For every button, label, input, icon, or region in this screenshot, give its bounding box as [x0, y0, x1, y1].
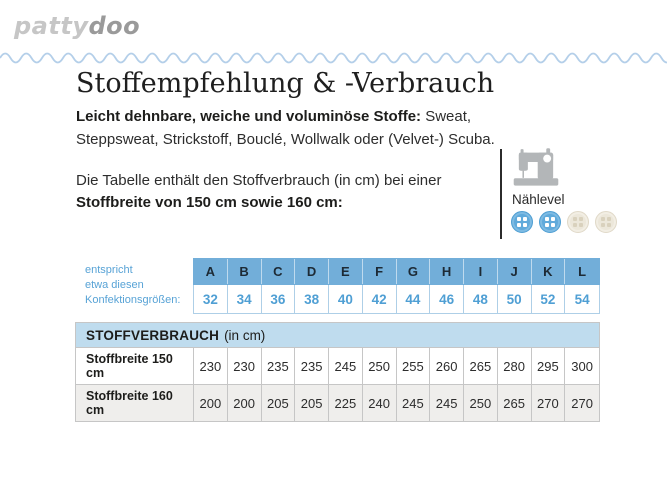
size-caption-line1: entspricht: [85, 264, 133, 276]
table-note-line2: Stoffbreite von 150 cm sowie 160 cm:: [76, 193, 343, 211]
consumption-value-cell: 255: [397, 348, 431, 384]
logo-part-dark: doo: [88, 12, 141, 40]
size-value-cell: 32: [194, 285, 228, 313]
size-letter-cell: F: [363, 259, 397, 284]
consumption-table: STOFFVERBRAUCH (in cm) Stoffbreite 150 c…: [75, 322, 600, 422]
naehlevel-buttons: [511, 211, 617, 233]
page-title: Stoffempfehlung & -Verbrauch: [76, 68, 495, 99]
size-letter-cell: E: [329, 259, 363, 284]
consumption-value-cell: 295: [532, 348, 566, 384]
consumption-value-cell: 265: [498, 385, 532, 421]
consumption-row-label: Stoffbreite 160 cm: [76, 385, 194, 421]
size-caption-line3: Konfektionsgrößen:: [85, 294, 181, 306]
consumption-value-cell: 245: [329, 348, 363, 384]
consumption-value-cell: 205: [262, 385, 296, 421]
size-value-row: 32 34 36 38 40 42 44 46 48 50 52 54: [193, 285, 600, 314]
table-note-line1: Die Tabelle enthält den Stoffverbrauch (…: [76, 172, 442, 189]
consumption-value-cell: 205: [295, 385, 329, 421]
logo-part-light: patty: [14, 12, 89, 40]
size-value-cell: 50: [498, 285, 532, 313]
size-letter-cell: B: [228, 259, 262, 284]
size-value-cell: 44: [397, 285, 431, 313]
consumption-value-cell: 260: [430, 348, 464, 384]
size-value-cell: 54: [574, 291, 590, 307]
consumption-value-cell: 270: [532, 385, 566, 421]
wave-divider: [0, 52, 667, 64]
level-button-inactive: [595, 211, 617, 233]
consumption-row: Stoffbreite 160 cm 200 200 205 205 225 240 245 2…: [76, 384, 599, 421]
size-letter-cell: I: [464, 259, 498, 284]
size-value-cell: 36: [262, 285, 296, 313]
size-letter-cell: H: [430, 259, 464, 284]
consumption-value-cell: 200: [228, 385, 262, 421]
size-value-cell: 48: [464, 285, 498, 313]
consumption-row-label: Stoffbreite 150 cm: [76, 348, 194, 384]
consumption-value-cell: 250: [464, 385, 498, 421]
size-letter-cell: L: [578, 264, 587, 279]
level-button-active: [511, 211, 533, 233]
consumption-value-cell: 200: [194, 385, 228, 421]
table-note-text: Die Tabelle enthält den Stoffverbrauch (…: [76, 170, 506, 213]
size-value-cell: 42: [363, 285, 397, 313]
consumption-table-header: STOFFVERBRAUCH (in cm): [76, 323, 599, 348]
sewing-machine-icon: [513, 148, 559, 186]
consumption-row: Stoffbreite 150 cm 230 230 235 235 245 250 255 2…: [76, 348, 599, 384]
size-letter-cell: C: [262, 259, 296, 284]
size-value-cell: 34: [228, 285, 262, 313]
consumption-value-cell: 240: [363, 385, 397, 421]
size-value-cell: 52: [532, 285, 566, 313]
consumption-value-cell: 270: [571, 395, 593, 411]
consumption-title-unit: (in cm): [224, 327, 266, 343]
size-letter-cell: A: [194, 259, 228, 284]
consumption-value-cell: 245: [430, 385, 464, 421]
consumption-value-cell: 300: [571, 358, 593, 374]
size-value-cell: 46: [430, 285, 464, 313]
consumption-value-cell: 230: [228, 348, 262, 384]
consumption-value-cell: 230: [194, 348, 228, 384]
consumption-value-cell: 235: [262, 348, 296, 384]
size-caption-line2: etwa diesen: [85, 279, 144, 291]
vertical-divider: [500, 149, 502, 239]
size-letter-cell: G: [397, 259, 431, 284]
naehlevel-label: Nählevel: [512, 192, 565, 207]
fabric-recommendation-rest: Sweat, Steppsweat, Strickstoff, Bouclé, …: [76, 108, 495, 148]
consumption-title: STOFFVERBRAUCH: [86, 327, 220, 343]
size-table-caption: entspricht etwa diesen Konfektionsgrößen…: [85, 263, 180, 308]
fabric-recommendation-bold: Leicht dehnbare, weiche und voluminöse S…: [76, 108, 422, 125]
consumption-value-cell: 245: [397, 385, 431, 421]
size-value-cell: 40: [329, 285, 363, 313]
level-button-active: [539, 211, 561, 233]
size-letter-cell: D: [295, 259, 329, 284]
consumption-value-cell: 225: [329, 385, 363, 421]
fabric-recommendation-text: Leicht dehnbare, weiche und voluminöse S…: [76, 106, 528, 151]
level-button-inactive: [567, 211, 589, 233]
consumption-value-cell: 235: [295, 348, 329, 384]
size-letter-cell: K: [532, 259, 566, 284]
size-letter-cell: J: [498, 259, 532, 284]
consumption-value-cell: 250: [363, 348, 397, 384]
pattydoo-logo: pattydoo: [14, 12, 140, 40]
consumption-value-cell: 265: [464, 348, 498, 384]
size-value-cell: 38: [295, 285, 329, 313]
consumption-value-cell: 280: [498, 348, 532, 384]
